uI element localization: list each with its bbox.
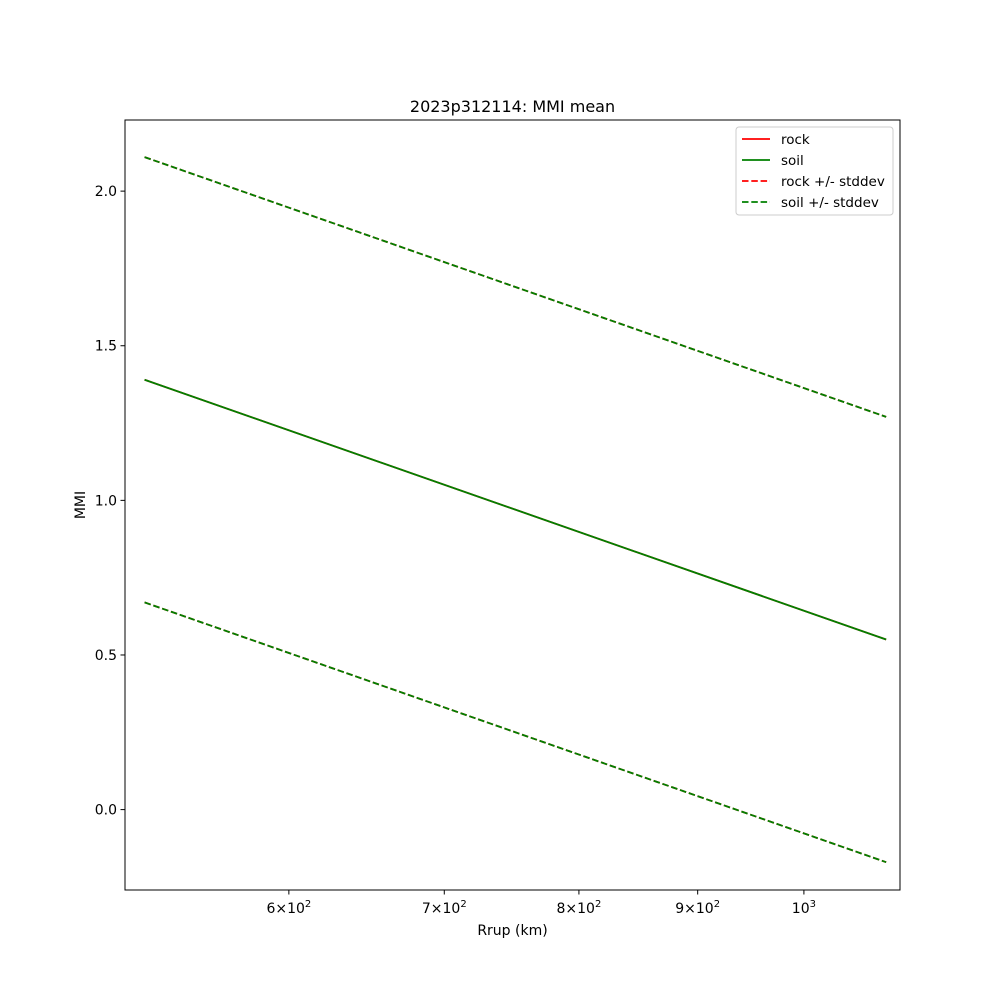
x-tick-label: 103 bbox=[792, 899, 816, 917]
x-axis-label: Rrup (km) bbox=[477, 923, 547, 939]
y-tick-label: 0.5 bbox=[95, 648, 117, 664]
series-line-4 bbox=[144, 156, 887, 418]
y-axis-label: MMI bbox=[73, 491, 89, 519]
legend-label: soil bbox=[781, 153, 804, 169]
y-tick-label: 2.0 bbox=[95, 184, 117, 200]
y-tick-label: 1.5 bbox=[95, 339, 117, 355]
series-line-1 bbox=[144, 378, 887, 641]
chart-title: 2023p312114: MMI mean bbox=[410, 97, 615, 116]
x-tick-label: 9×102 bbox=[675, 899, 720, 917]
plot-frame bbox=[124, 119, 901, 891]
legend-box bbox=[735, 126, 894, 216]
legend: rock soil rock +/- stddev soil +/- stddev bbox=[735, 126, 894, 216]
legend-label: soil +/- stddev bbox=[781, 195, 879, 211]
legend-label: rock +/- stddev bbox=[781, 174, 885, 190]
x-tick-label: 6×102 bbox=[266, 899, 311, 917]
y-tick-label: 0.0 bbox=[95, 803, 117, 819]
x-tick-label: 8×102 bbox=[557, 899, 602, 917]
series-line-5 bbox=[144, 601, 887, 864]
legend-label: rock bbox=[781, 132, 810, 148]
x-tick-label: 7×102 bbox=[422, 899, 467, 917]
y-tick-label: 1.0 bbox=[95, 493, 117, 509]
plot-area: 0.0 0.5 1.0 1.5 2.0 6×102 7×102 8×102 9×102 103 ro… bbox=[95, 119, 901, 917]
